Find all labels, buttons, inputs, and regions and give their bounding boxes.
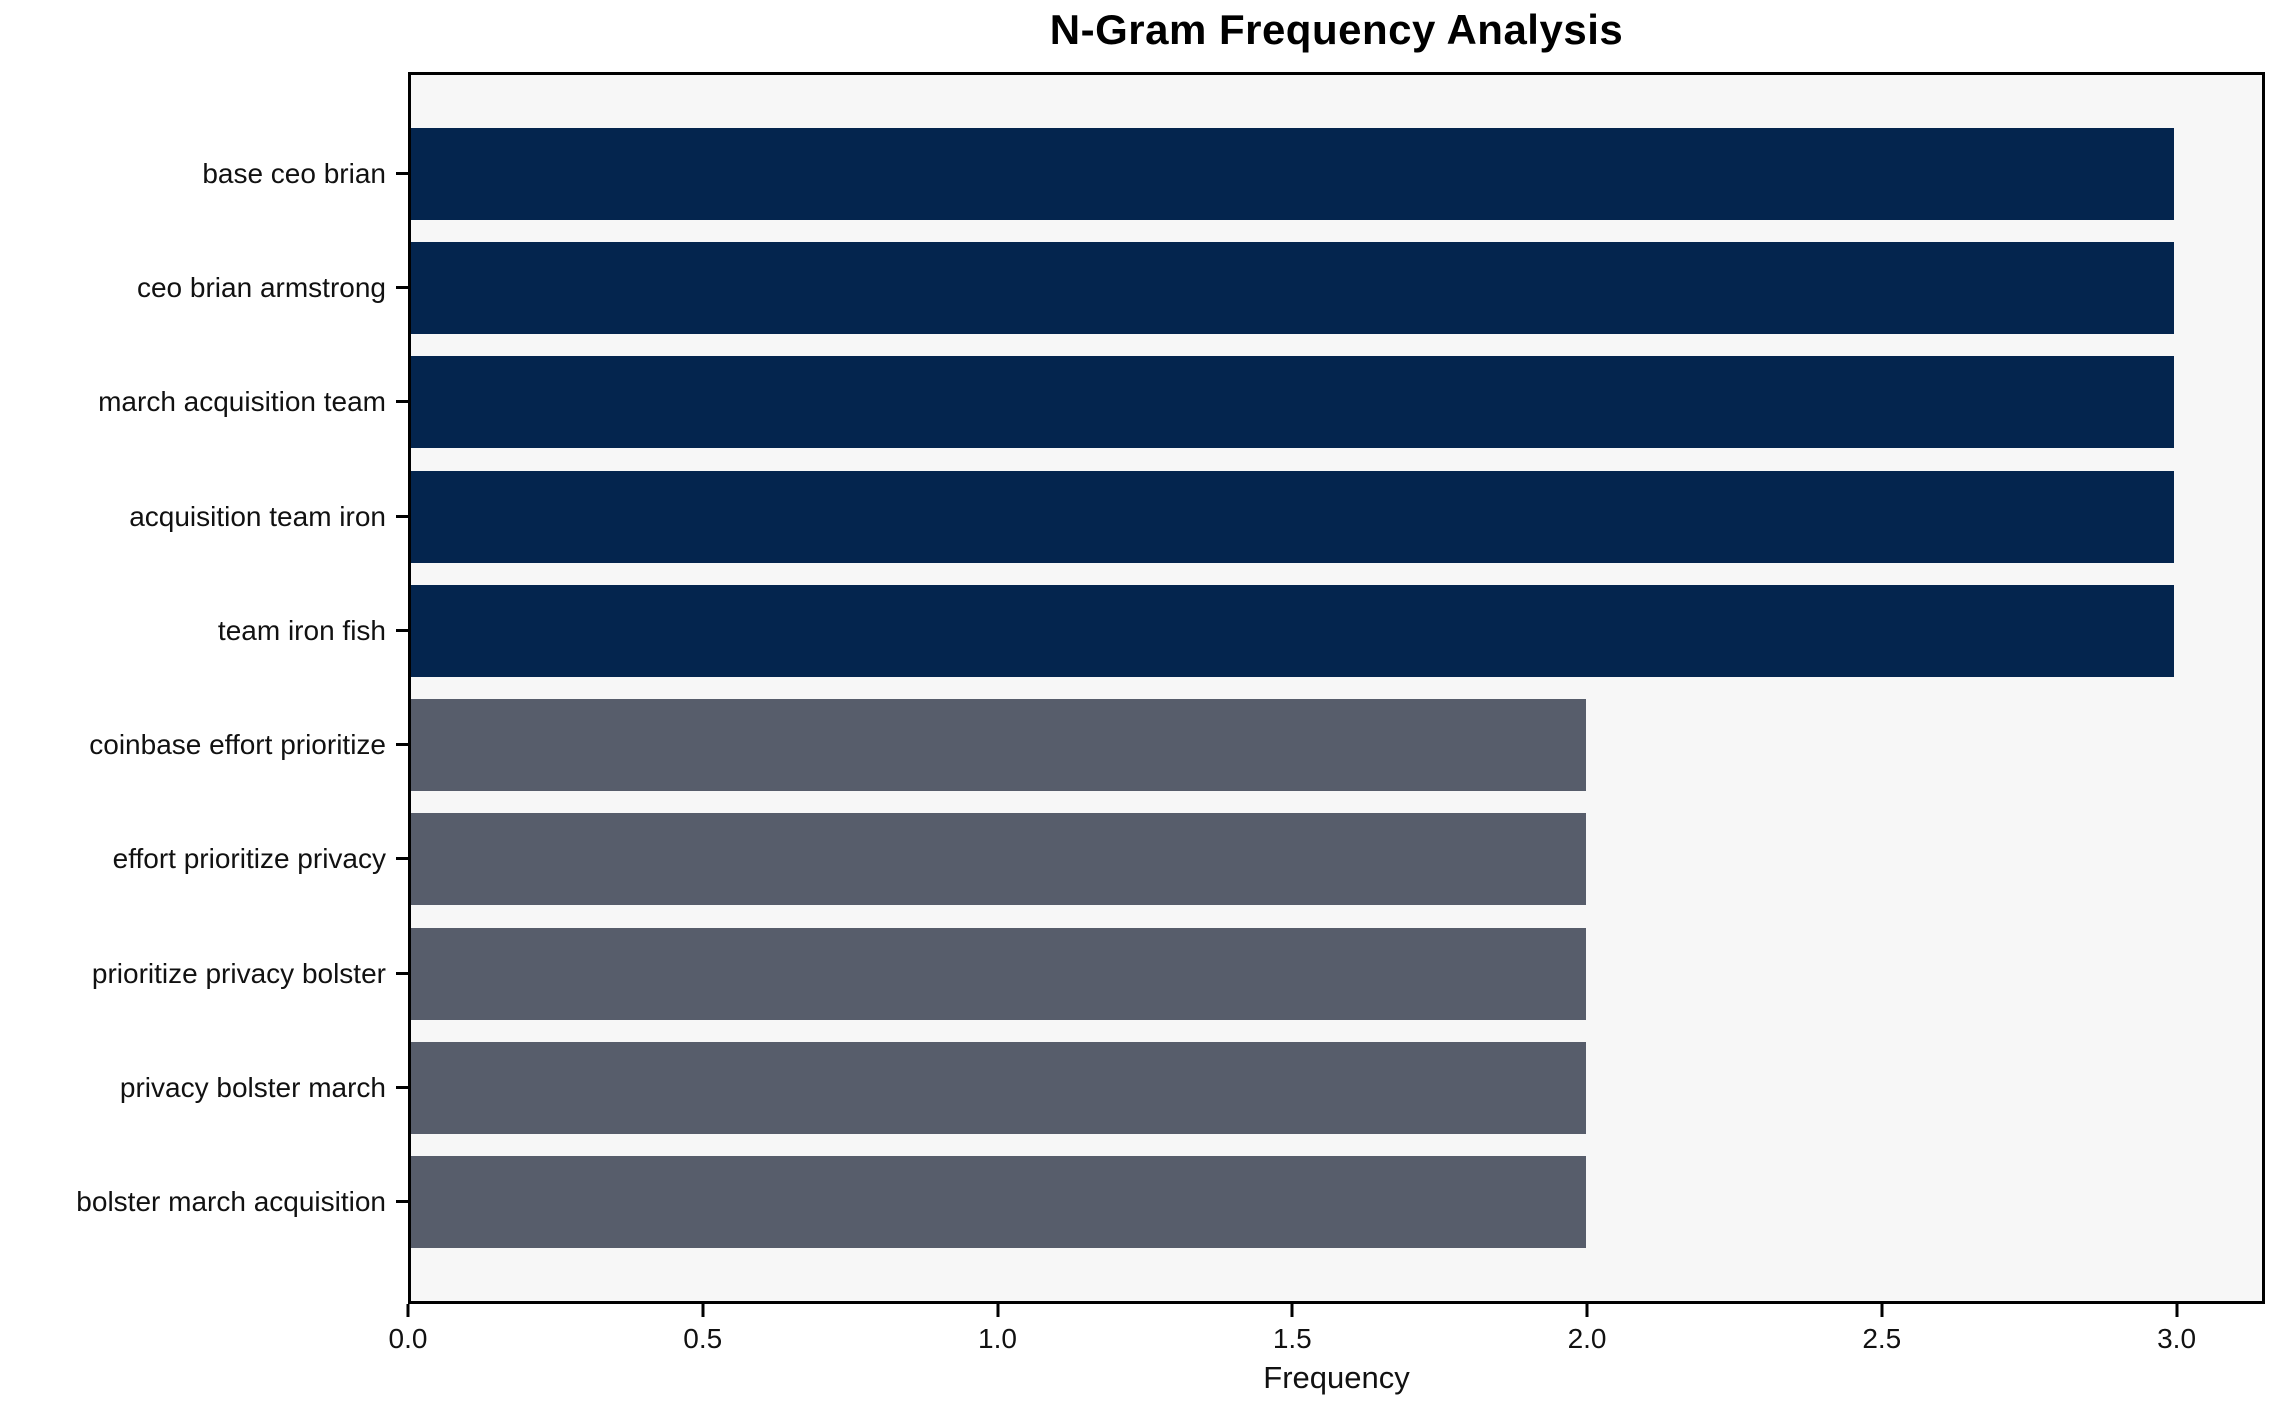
y-tick-mark [396, 172, 408, 175]
y-tick-row-prioritize-privacy-bolster: prioritize privacy bolster [0, 928, 408, 1020]
x-tick-mark [1290, 1304, 1294, 1317]
y-tick-mark [396, 514, 408, 518]
x-tick-mark [2175, 1304, 2179, 1317]
y-tick-mark [396, 971, 408, 975]
bar-team-iron-fish [411, 584, 2174, 677]
y-tick-row-ceo-brian-armstrong: ceo brian armstrong [0, 242, 408, 334]
bar-row-effort-prioritize-privacy [411, 813, 2262, 906]
y-tick-mark [396, 400, 408, 404]
y-tick-row-bolster-march-acquisition: bolster march acquisition [0, 1156, 408, 1248]
plot-area [408, 72, 2265, 1304]
bar-row-privacy-bolster-march [411, 1041, 2262, 1134]
y-tick-label: acquisition team iron [129, 500, 386, 532]
bar-row-team-iron-fish [411, 584, 2262, 677]
y-tick-row-march-acquisition-team: march acquisition team [0, 356, 408, 448]
y-tick-mark [396, 286, 408, 290]
x-tick-mark [1585, 1304, 1589, 1317]
bar-row-acquisition-team-iron [411, 470, 2262, 563]
bar-base-ceo-brian [411, 128, 2174, 220]
chart-title: N-Gram Frequency Analysis [1049, 6, 1624, 53]
y-tick-label: ceo brian armstrong [136, 272, 386, 304]
y-tick-label: privacy bolster march [119, 1071, 386, 1103]
y-tick-mark [396, 857, 408, 861]
bar-row-march-acquisition-team [411, 356, 2262, 449]
x-tick-label: 1.0 [978, 1323, 1017, 1354]
bar-ceo-brian-armstrong [411, 242, 2174, 335]
y-tick-row-effort-prioritize-privacy: effort prioritize privacy [0, 813, 408, 905]
x-tick-label: 3.0 [2157, 1323, 2197, 1354]
y-tick-mark [396, 743, 408, 747]
x-tick-label: 0.5 [683, 1323, 723, 1354]
bar-march-acquisition-team [411, 356, 2174, 449]
y-tick-mark [396, 1199, 408, 1203]
y-tick-label: coinbase effort prioritize [89, 729, 386, 761]
x-tick-mark [701, 1304, 705, 1317]
y-axis-labels: base ceo brian ceo brian armstrong march a… [0, 75, 408, 1301]
y-tick-row-coinbase-effort-prioritize: coinbase effort prioritize [0, 699, 408, 791]
y-tick-label: team iron fish [217, 614, 386, 646]
bars-area [411, 75, 2262, 1301]
bar-privacy-bolster-march [411, 1041, 1587, 1134]
y-tick-label: base ceo brian [202, 158, 386, 189]
x-tick-label: 1.5 [1272, 1323, 1312, 1354]
x-tick-label: 2.5 [1862, 1323, 1902, 1354]
bar-prioritize-privacy-bolster [411, 927, 1587, 1020]
x-axis: 0.0 0.5 1.0 1.5 2.0 2.5 3.0 [389, 1304, 2265, 1366]
x-tick-label: 0.0 [388, 1323, 428, 1354]
x-tick-mark [996, 1304, 1000, 1317]
bar-effort-prioritize-privacy [411, 813, 1587, 906]
bar-coinbase-effort-prioritize [411, 699, 1587, 792]
y-tick-row-acquisition-team-iron: acquisition team iron [0, 471, 408, 563]
y-tick-label: march acquisition team [98, 386, 386, 418]
x-axis-title: Frequency [1263, 1360, 1410, 1395]
x-tick-label: 2.0 [1567, 1323, 1607, 1354]
y-tick-label: bolster march acquisition [76, 1185, 386, 1217]
bar-row-coinbase-effort-prioritize [411, 699, 2262, 792]
y-tick-row-base-ceo-brian: base ceo brian [0, 128, 408, 220]
y-tick-mark [396, 628, 408, 632]
bar-acquisition-team-iron [411, 470, 2174, 563]
bar-row-prioritize-privacy-bolster [411, 927, 2262, 1020]
y-tick-row-privacy-bolster-march: privacy bolster march [0, 1042, 408, 1134]
y-tick-row-team-iron-fish: team iron fish [0, 585, 408, 677]
y-tick-label: prioritize privacy bolster [91, 957, 386, 989]
bar-row-base-ceo-brian [411, 128, 2262, 220]
bar-row-ceo-brian-armstrong [411, 242, 2262, 335]
x-tick-mark [406, 1304, 410, 1317]
bar-bolster-march-acquisition [411, 1155, 1587, 1248]
x-tick-mark [1880, 1304, 1884, 1317]
bar-row-bolster-march-acquisition [411, 1155, 2262, 1248]
y-tick-mark [396, 1085, 408, 1089]
y-tick-label: effort prioritize privacy [112, 843, 386, 875]
